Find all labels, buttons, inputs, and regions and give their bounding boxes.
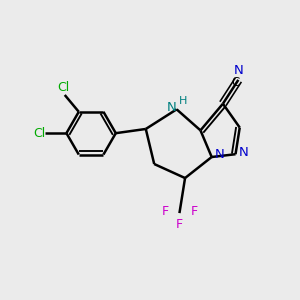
Text: F: F <box>190 205 198 218</box>
Text: N: N <box>233 64 243 76</box>
Text: F: F <box>176 218 183 231</box>
Text: Cl: Cl <box>57 81 70 94</box>
Text: H: H <box>178 97 187 106</box>
Text: F: F <box>161 205 168 218</box>
Text: N: N <box>215 148 224 161</box>
Text: N: N <box>167 101 176 114</box>
Text: N: N <box>238 146 248 159</box>
Text: Cl: Cl <box>34 127 46 140</box>
Text: C: C <box>231 76 240 88</box>
